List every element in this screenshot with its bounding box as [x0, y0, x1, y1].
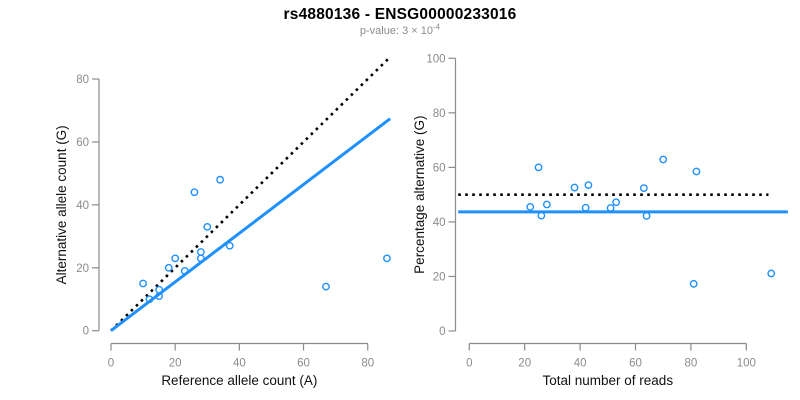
x-tick-label: 0	[108, 358, 114, 370]
data-point	[155, 285, 164, 294]
data-point	[225, 241, 234, 250]
data-point	[612, 198, 621, 207]
data-point	[171, 254, 180, 263]
pvalue-exponent: -4	[432, 22, 441, 32]
y-tick-label: 60	[76, 137, 89, 149]
chart-title: rs4880136 - ENSG00000233016	[283, 6, 517, 23]
percentage-panel: 0 20 40 60 80 100 0 20 40 60 80 100 Total number of …	[412, 53, 788, 388]
x-axis-title: Reference allele count (A)	[161, 373, 317, 388]
y-tick-label: 100	[426, 53, 445, 65]
data-point	[642, 212, 651, 220]
pvalue-text: p-value: 3 × 10	[359, 25, 433, 37]
data-point	[203, 222, 212, 231]
data-point	[526, 203, 535, 211]
y-tick-label: 20	[76, 263, 89, 275]
x-tick-label: 80	[685, 358, 698, 370]
x-tick-label: 80	[361, 358, 374, 370]
x-tick-label: 0	[466, 358, 472, 370]
data-point	[689, 279, 698, 288]
data-point	[581, 203, 590, 212]
data-point	[639, 184, 648, 193]
y-tick-label: 40	[433, 217, 446, 229]
y-tick-label: 0	[83, 326, 89, 338]
data-point	[216, 175, 225, 184]
y-axis-title: Percentage alternative (G)	[412, 115, 427, 273]
data-point	[164, 263, 173, 272]
data-point	[196, 248, 205, 256]
data-point	[537, 211, 546, 220]
data-point	[139, 279, 147, 288]
data-point	[145, 295, 154, 304]
data-point	[606, 204, 615, 212]
x-axis-title: Total number of reads	[543, 373, 674, 388]
data-point	[542, 200, 551, 209]
data-point	[659, 155, 668, 164]
data-point	[570, 183, 579, 192]
fit-line	[110, 117, 392, 332]
y-tick-label: 80	[433, 108, 446, 120]
x-tick-label: 100	[737, 358, 756, 370]
x-tick-label: 40	[574, 358, 587, 370]
data-point	[584, 181, 593, 190]
y-tick-label: 0	[439, 326, 445, 338]
data-point	[692, 167, 701, 176]
data-point	[190, 188, 199, 197]
allele-count-panel: 0 20 40 60 80 0 20 40 60 80 Reference allele count…	[54, 56, 392, 388]
reference-dashed-line	[110, 56, 392, 332]
data-point	[534, 163, 543, 172]
data-point	[322, 282, 330, 291]
x-tick-label: 60	[297, 358, 310, 370]
x-tick-label: 20	[518, 358, 531, 370]
chart-subtitle: p-value: 3 × 10-4	[0, 22, 800, 37]
x-tick-label: 40	[233, 358, 246, 370]
x-tick-label: 20	[169, 358, 182, 370]
x-tick-label: 60	[629, 358, 642, 370]
y-tick-label: 20	[433, 271, 446, 283]
data-point	[767, 269, 776, 278]
data-point	[180, 267, 189, 275]
y-tick-label: 40	[76, 200, 89, 212]
y-tick-label: 80	[76, 74, 89, 86]
y-axis-title: Alternative allele count (G)	[54, 125, 69, 284]
data-point	[383, 254, 391, 263]
y-tick-label: 60	[433, 162, 446, 174]
